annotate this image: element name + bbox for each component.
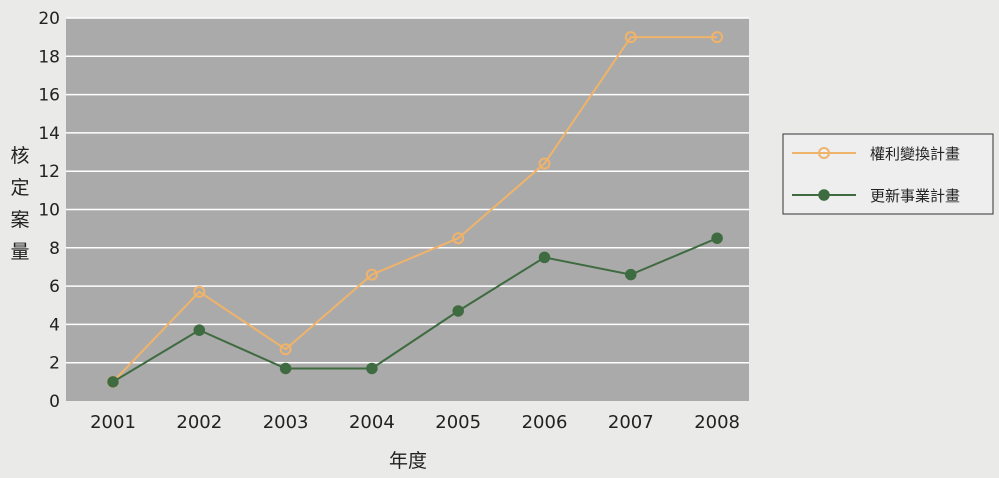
x-tick-label: 2001 — [90, 412, 136, 433]
y-tick-label: 14 — [38, 124, 60, 144]
gridlines — [66, 17, 749, 364]
data-point-1 — [538, 251, 551, 264]
y-axis-label: 核定案量 — [10, 145, 29, 263]
x-tick-label: 2003 — [263, 412, 309, 433]
x-tick-label: 2006 — [522, 412, 568, 433]
y-tick-label: 0 — [49, 392, 60, 412]
series-line-1 — [112, 237, 718, 383]
legend-marker-1 — [818, 189, 830, 201]
legend-box — [782, 133, 994, 215]
x-tick-label: 2007 — [608, 412, 654, 433]
data-point-1 — [279, 362, 292, 375]
data-point-0 — [711, 31, 724, 44]
x-axis-ticks: 2001 2002 2003 2004 2005 2006 2007 2008 — [90, 412, 740, 433]
legend: 權利變換計畫 更新事業計畫 — [782, 133, 994, 215]
data-point-0 — [624, 31, 637, 44]
data-point-1 — [366, 362, 378, 375]
data-point-0 — [279, 343, 292, 356]
y-tick-label: 16 — [38, 86, 60, 106]
legend-marker-0 — [818, 147, 830, 159]
data-point-0 — [193, 285, 206, 298]
y-tick-label: 2 — [49, 354, 60, 374]
y-tick-label: 8 — [49, 239, 60, 259]
series-lines — [107, 31, 724, 388]
y-tick-label: 18 — [38, 47, 60, 67]
y-tick-label: 10 — [38, 201, 60, 221]
x-tick-label: 2004 — [349, 412, 395, 433]
x-axis-label: 年度 — [389, 450, 427, 472]
x-tick-label: 2008 — [694, 412, 740, 433]
y-axis-ticks: 0 2 4 6 8 10 12 14 16 18 20 — [38, 9, 60, 412]
legend-label-0: 權利變換計畫 — [870, 145, 960, 163]
legend-label-1: 更新事業計畫 — [870, 187, 960, 205]
y-tick-label: 12 — [38, 162, 60, 182]
data-point-0 — [538, 157, 551, 170]
x-tick-label: 2002 — [176, 412, 222, 433]
data-point-1 — [711, 232, 723, 244]
data-point-1 — [193, 324, 206, 336]
y-tick-label: 4 — [49, 315, 60, 335]
data-point-1 — [107, 376, 119, 388]
data-point-0 — [365, 268, 378, 281]
data-point-1 — [625, 268, 637, 281]
x-tick-label: 2005 — [435, 412, 481, 433]
y-tick-label: 6 — [49, 277, 60, 297]
y-tick-label: 20 — [38, 9, 60, 29]
data-point-0 — [452, 232, 465, 245]
data-point-1 — [452, 305, 464, 317]
series-line-0 — [112, 36, 718, 383]
